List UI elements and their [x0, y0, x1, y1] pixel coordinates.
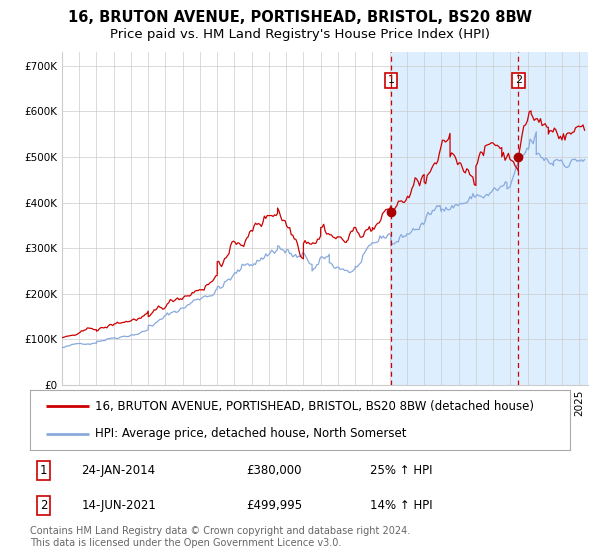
Text: 2: 2: [515, 75, 522, 85]
Text: 1: 1: [40, 464, 47, 477]
Text: £380,000: £380,000: [246, 464, 302, 477]
Text: 14-JUN-2021: 14-JUN-2021: [82, 499, 156, 512]
Text: 16, BRUTON AVENUE, PORTISHEAD, BRISTOL, BS20 8BW (detached house): 16, BRUTON AVENUE, PORTISHEAD, BRISTOL, …: [95, 400, 534, 413]
Text: 16, BRUTON AVENUE, PORTISHEAD, BRISTOL, BS20 8BW: 16, BRUTON AVENUE, PORTISHEAD, BRISTOL, …: [68, 10, 532, 25]
Text: 2: 2: [40, 499, 47, 512]
Text: 1: 1: [388, 75, 394, 85]
Text: Contains HM Land Registry data © Crown copyright and database right 2024.
This d: Contains HM Land Registry data © Crown c…: [30, 526, 410, 548]
Text: £499,995: £499,995: [246, 499, 302, 512]
Text: 24-JAN-2014: 24-JAN-2014: [82, 464, 155, 477]
Text: HPI: Average price, detached house, North Somerset: HPI: Average price, detached house, Nort…: [95, 427, 406, 440]
Bar: [391, 52, 600, 385]
Text: Price paid vs. HM Land Registry's House Price Index (HPI): Price paid vs. HM Land Registry's House …: [110, 28, 490, 41]
Text: 25% ↑ HPI: 25% ↑ HPI: [370, 464, 433, 477]
Text: 14% ↑ HPI: 14% ↑ HPI: [370, 499, 433, 512]
